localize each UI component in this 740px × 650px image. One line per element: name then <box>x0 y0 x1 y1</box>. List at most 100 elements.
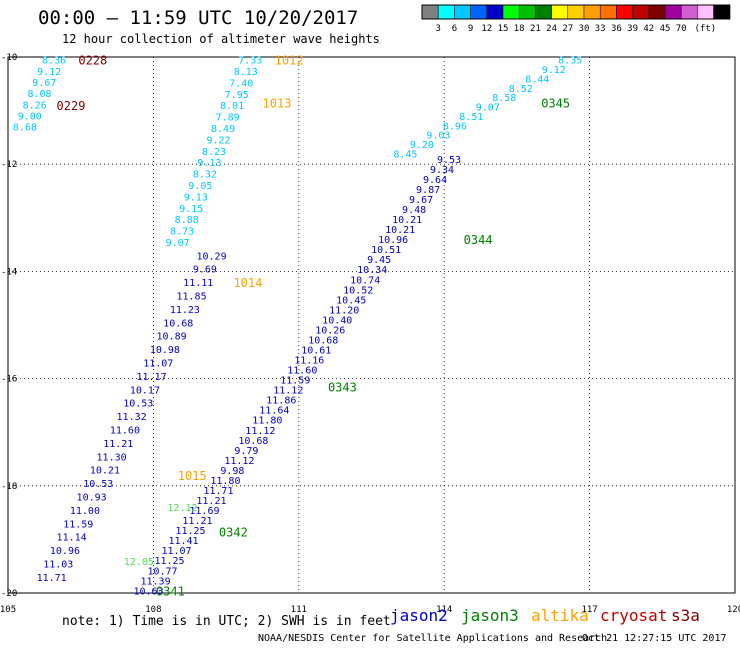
pass-time-label: 0341 <box>156 584 185 598</box>
satellite-name-jason3: jason3 <box>461 606 519 625</box>
swh-value-label: 11.69 <box>189 506 219 517</box>
swh-value-label: 10.63 <box>133 586 163 597</box>
swh-value-label: 10.40 <box>322 315 352 326</box>
swh-value-label: 11.80 <box>252 416 282 427</box>
page-title: 00:00 – 11:59 UTC 10/20/2017 <box>38 7 359 29</box>
swh-value-label: 11.25 <box>154 556 184 567</box>
swh-value-label: 11.59 <box>63 519 93 530</box>
swh-value-label: 9.45 <box>367 255 391 266</box>
swh-value-label: 11.07 <box>161 546 191 557</box>
swh-value-label: 8.08 <box>27 89 51 100</box>
pass-time-label: 0345 <box>541 97 570 111</box>
latitude-tick-label: -16 <box>1 375 17 385</box>
swh-value-label: 10.61 <box>301 345 331 356</box>
swh-value-label: 10.68 <box>163 318 193 329</box>
swh-value-label: 11.32 <box>117 412 147 423</box>
swh-value-label: 10.53 <box>123 399 153 410</box>
swh-value-label: 11.11 <box>183 278 213 289</box>
swh-value-label: 10.29 <box>197 251 227 262</box>
swh-value-label: 9.67 <box>32 78 56 89</box>
swh-value-label: 11.16 <box>294 356 324 367</box>
longitude-tick-label: 120 <box>727 605 740 615</box>
swh-value-label: 10.68 <box>308 335 338 346</box>
swh-value-label: 11.30 <box>97 452 127 463</box>
color-scale-label: 3 <box>435 24 440 34</box>
swh-value-label: 8.35 <box>558 56 582 67</box>
swh-value-label: 10.93 <box>77 493 107 504</box>
swh-value-label: 7.33 <box>238 56 262 67</box>
swh-value-label: 9.07 <box>166 238 190 249</box>
color-scale-label: 18 <box>514 24 525 34</box>
swh-value-label: 9.48 <box>402 205 426 216</box>
swh-value-label: 11.80 <box>210 476 240 487</box>
color-scale-label: 15 <box>498 24 509 34</box>
swh-value-label: 8.45 <box>393 149 417 160</box>
swh-value-label: 10.96 <box>378 235 408 246</box>
swh-value-label: 11.60 <box>287 366 317 377</box>
satellite-name-altika: altika <box>531 606 589 625</box>
swh-value-label: 9.12 <box>542 65 566 76</box>
swh-value-label: 10.51 <box>371 245 401 256</box>
latitude-tick-label: -12 <box>1 160 17 170</box>
swh-value-label: 11.21 <box>103 439 133 450</box>
swh-value-label: 9.67 <box>409 195 433 206</box>
pass-time-label: 0343 <box>328 381 357 395</box>
swh-value-label: 11.03 <box>43 560 73 571</box>
swh-value-label: 9.34 <box>430 165 454 176</box>
swh-value-label: 8.73 <box>170 227 194 238</box>
swh-value-label: 10.26 <box>315 325 345 336</box>
swh-value-label: 10.98 <box>150 345 180 356</box>
swh-value-label: 11.17 <box>137 372 167 383</box>
latitude-tick-label: -18 <box>1 482 17 492</box>
swh-value-label: 11.20 <box>329 305 359 316</box>
satellite-name-s3a: s3a <box>671 606 700 625</box>
swh-value-label: 11.14 <box>57 533 87 544</box>
pass-time-label: 0342 <box>219 525 248 539</box>
longitude-tick-label: 114 <box>436 605 452 615</box>
longitude-tick-label: 108 <box>145 605 161 615</box>
swh-value-label: 11.25 <box>175 526 205 537</box>
swh-value-label: 11.71 <box>37 573 67 584</box>
swh-value-label: 11.64 <box>259 406 289 417</box>
swh-value-label: 8.13 <box>234 67 258 78</box>
pass-time-label: 1014 <box>233 276 262 290</box>
swh-value-label: 9.20 <box>410 140 434 151</box>
latitude-tick-label: -10 <box>1 53 17 63</box>
longitude-tick-label: 105 <box>0 605 16 615</box>
swh-value-label: 11.59 <box>280 376 310 387</box>
swh-value-label: 8.96 <box>443 121 467 132</box>
swh-value-label: 7.95 <box>225 90 249 101</box>
swh-value-label: 7.40 <box>229 78 253 89</box>
swh-value-label: 10.68 <box>238 436 268 447</box>
swh-value-label: 11.21 <box>196 496 226 507</box>
swh-value-label: 10.74 <box>350 275 380 286</box>
swh-value-label: 8.26 <box>23 100 47 111</box>
color-scale-label: 12 <box>481 24 492 34</box>
pass-time-label: 0229 <box>57 99 86 113</box>
swh-value-label: 11.39 <box>140 576 170 587</box>
swh-value-label: 11.00 <box>70 506 100 517</box>
color-scale-label: 33 <box>595 24 606 34</box>
longitude-tick-label: 117 <box>581 605 597 615</box>
swh-value-label: 9.79 <box>234 446 258 457</box>
color-scale-unit: (ft) <box>695 24 717 34</box>
generated-timestamp: Oct 21 12:27:15 UTC 2017 <box>582 633 727 644</box>
swh-value-label: 10.96 <box>50 546 80 557</box>
color-scale-legend: 3 6 9 12 15 18 21 24 27 30 33 36 39 42 45 70 (ft) <box>421 4 731 34</box>
swh-value-label: 8.51 <box>459 112 483 123</box>
color-scale-label: 24 <box>546 24 557 34</box>
color-scale-label: 27 <box>562 24 573 34</box>
swh-value-label: 10.21 <box>90 466 120 477</box>
swh-value-label: 8.68 <box>13 123 37 134</box>
swh-value-label: 11.12 <box>273 386 303 397</box>
pass-time-label: 0344 <box>464 233 493 247</box>
credit-line: NOAA/NESDIS Center for Satellite Applica… <box>258 633 608 644</box>
footnote: note: 1) Time is in UTC; 2) SWH is in fe… <box>62 614 391 629</box>
swh-value-label: 11.21 <box>182 516 212 527</box>
swh-value-label: 12.05 <box>124 557 154 568</box>
swh-value-label: 9.00 <box>18 112 42 123</box>
satellite-name-jason2: jason2 <box>390 606 448 625</box>
swh-value-label: 11.71 <box>203 486 233 497</box>
